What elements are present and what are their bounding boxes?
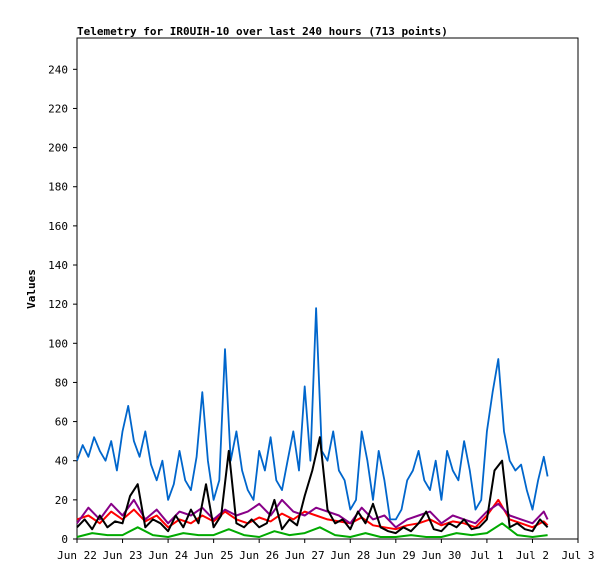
series-line-1 (76, 307, 549, 521)
x-tick-label: Jun 24 (148, 549, 188, 562)
series-line-4 (76, 436, 549, 535)
series-layer (76, 307, 549, 538)
y-tick-label: 240 (48, 63, 68, 76)
y-axis-label: Values (25, 269, 38, 309)
y-tick-label: 60 (55, 416, 68, 429)
y-axis: 0 20 40 60 80 100 120 140 160 180 200 220 240 (48, 63, 77, 546)
y-tick-label: 160 (48, 220, 68, 233)
series-line-5 (76, 522, 548, 538)
plot-frame (76, 37, 579, 540)
x-tick-label: Jun 28 (330, 549, 370, 562)
y-tick-label: 20 (55, 494, 68, 507)
y-tick-label: 40 (55, 455, 68, 468)
y-tick-label: 180 (48, 181, 68, 194)
y-tick-label: 0 (61, 533, 68, 546)
x-tick-label: Jul 2 (516, 549, 549, 562)
x-tick-label: Jun 30 (421, 549, 461, 562)
series-line-3 (76, 498, 549, 529)
y-tick-label: 80 (55, 376, 68, 389)
x-tick-label: Jun 27 (285, 549, 325, 562)
x-tick-label: Jun 26 (239, 549, 279, 562)
y-tick-label: 120 (48, 298, 68, 311)
x-tick-label: Jul 1 (470, 549, 503, 562)
x-tick-label: Jun 22 (57, 549, 97, 562)
y-tick-label: 220 (48, 102, 68, 115)
y-tick-label: 140 (48, 259, 68, 272)
x-tick-label: Jul 3 (561, 549, 594, 562)
x-tick-label: Jun 23 (103, 549, 143, 562)
y-tick-label: 200 (48, 142, 68, 155)
y-tick-label: 100 (48, 337, 68, 350)
chart-title: Telemetry for IR0UIH-10 over last 240 ho… (77, 25, 448, 38)
x-tick-label: Jun 29 (376, 549, 416, 562)
x-axis: Jun 22 Jun 23 Jun 24 Jun 25 Jun 26 Jun 27 Jun … (57, 539, 595, 562)
x-tick-label: Jun 25 (194, 549, 234, 562)
